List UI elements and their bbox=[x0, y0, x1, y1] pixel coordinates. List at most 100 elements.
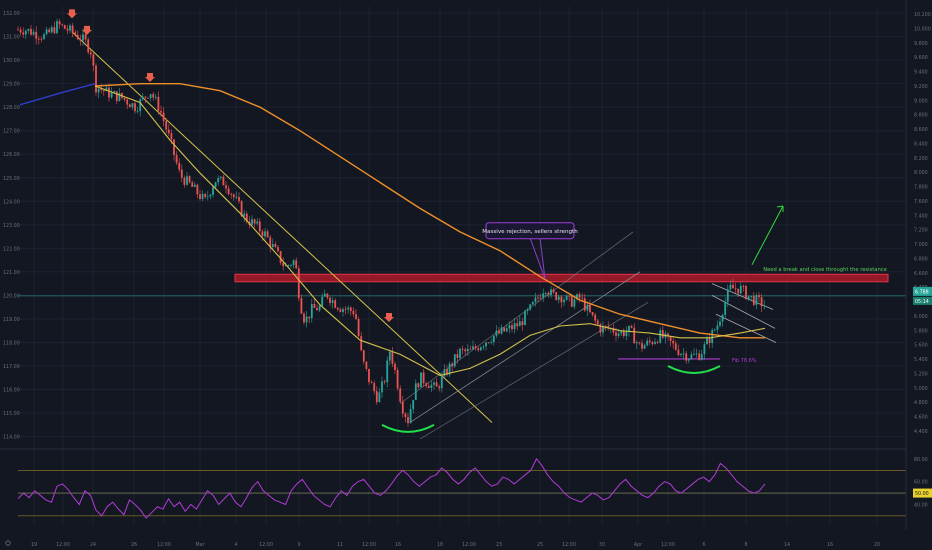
right-axis-tick: 8.400 bbox=[914, 141, 928, 147]
candle-body bbox=[573, 299, 576, 307]
candle-body bbox=[412, 399, 415, 410]
callout-pointer bbox=[529, 237, 546, 280]
channel-line bbox=[399, 231, 634, 404]
candle-body bbox=[552, 289, 555, 293]
candle-body bbox=[115, 91, 118, 101]
candle-body bbox=[713, 329, 716, 331]
candle-body bbox=[126, 99, 129, 105]
candle-body bbox=[570, 296, 573, 307]
candle-body bbox=[646, 340, 649, 346]
candle-body bbox=[141, 96, 144, 100]
candle-body bbox=[318, 305, 321, 311]
candle-body bbox=[576, 294, 578, 300]
candle-body bbox=[217, 178, 220, 183]
x-axis-tick: 6 bbox=[702, 542, 705, 548]
candle-body bbox=[191, 182, 194, 187]
candle-body bbox=[238, 197, 240, 202]
candle-body bbox=[347, 307, 350, 310]
left-axis-tick: 127.00 bbox=[3, 129, 20, 135]
candle-body bbox=[305, 316, 308, 323]
candle-body bbox=[755, 295, 758, 305]
candle-body bbox=[58, 21, 61, 25]
candle-body bbox=[74, 32, 77, 35]
candle-body bbox=[339, 309, 342, 312]
candle-body bbox=[503, 327, 506, 332]
candle-body bbox=[378, 392, 381, 403]
bottom-arc bbox=[667, 365, 721, 374]
candle-body bbox=[680, 354, 682, 356]
left-axis-tick: 129.00 bbox=[3, 82, 20, 88]
candle-body bbox=[256, 221, 259, 224]
x-axis-tick: 20 bbox=[874, 542, 880, 548]
left-axis-tick: 132.00 bbox=[3, 11, 20, 17]
candle-body bbox=[760, 297, 763, 307]
candle-body bbox=[183, 177, 186, 185]
target-arrow-line bbox=[751, 205, 784, 266]
candle-body bbox=[214, 182, 217, 188]
candle-body bbox=[373, 383, 376, 392]
candle-body bbox=[443, 369, 446, 377]
candle-body bbox=[414, 383, 417, 400]
x-axis-tick: Apr bbox=[634, 542, 642, 548]
candle-body bbox=[201, 193, 204, 199]
candle-body bbox=[17, 29, 19, 31]
left-axis-tick: 131.00 bbox=[3, 35, 20, 41]
right-axis-tick: 6.600 bbox=[914, 271, 928, 277]
candle-body bbox=[492, 335, 495, 342]
candle-body bbox=[50, 27, 53, 33]
candle-body bbox=[698, 353, 701, 360]
right-axis-tick: 7.000 bbox=[914, 242, 928, 248]
candle-body bbox=[539, 298, 542, 299]
candle-body bbox=[693, 353, 695, 355]
left-axis-tick: 117.00 bbox=[3, 364, 20, 370]
candle-body bbox=[279, 251, 282, 263]
candle-body bbox=[45, 29, 48, 35]
right-axis-tick: 8.200 bbox=[914, 156, 928, 162]
candle-body bbox=[375, 391, 378, 403]
candle-body bbox=[547, 292, 550, 296]
candle-body bbox=[113, 91, 116, 93]
candle-body bbox=[316, 307, 318, 311]
candle-body bbox=[362, 350, 365, 362]
candle-body bbox=[446, 369, 448, 375]
candle-body bbox=[274, 244, 277, 248]
candle-body bbox=[396, 370, 399, 389]
candle-body bbox=[48, 29, 51, 33]
candle-body bbox=[435, 382, 438, 387]
candle-body bbox=[674, 343, 677, 350]
x-axis-tick: 12:00 bbox=[661, 542, 675, 548]
candle-body bbox=[40, 38, 43, 40]
candle-body bbox=[448, 363, 451, 375]
candle-body bbox=[170, 133, 173, 140]
candle-body bbox=[420, 372, 422, 388]
left-axis-tick: 118.00 bbox=[3, 340, 20, 346]
slow-ma-line bbox=[94, 82, 765, 339]
candle-body bbox=[329, 297, 331, 303]
x-axis-tick: 26 bbox=[131, 542, 137, 548]
candle-body bbox=[196, 184, 199, 195]
arrow-down-marker-icon bbox=[67, 9, 77, 19]
candle-body bbox=[617, 333, 620, 336]
callout-box bbox=[485, 222, 575, 240]
candle-body bbox=[474, 346, 477, 349]
candle-body bbox=[180, 169, 183, 178]
candle-body bbox=[269, 237, 272, 248]
right-axis-tick: 5.000 bbox=[914, 386, 928, 392]
candle-body bbox=[76, 34, 79, 40]
candle-body bbox=[542, 293, 545, 299]
candle-body bbox=[417, 383, 420, 388]
x-axis-tick: 16 bbox=[827, 542, 833, 548]
candle-body bbox=[654, 341, 656, 344]
wedge-line bbox=[711, 295, 776, 329]
candle-body bbox=[633, 327, 636, 344]
candle-body bbox=[243, 213, 246, 217]
candle-body bbox=[27, 28, 30, 31]
candle-body bbox=[422, 372, 425, 384]
candle-body bbox=[102, 89, 105, 92]
rsi-badge bbox=[913, 488, 932, 498]
candle-body bbox=[295, 260, 298, 269]
fib-support-label: Fib 78.6% bbox=[732, 358, 757, 364]
x-axis-tick: 24 bbox=[90, 542, 96, 548]
candle-body bbox=[69, 25, 71, 31]
